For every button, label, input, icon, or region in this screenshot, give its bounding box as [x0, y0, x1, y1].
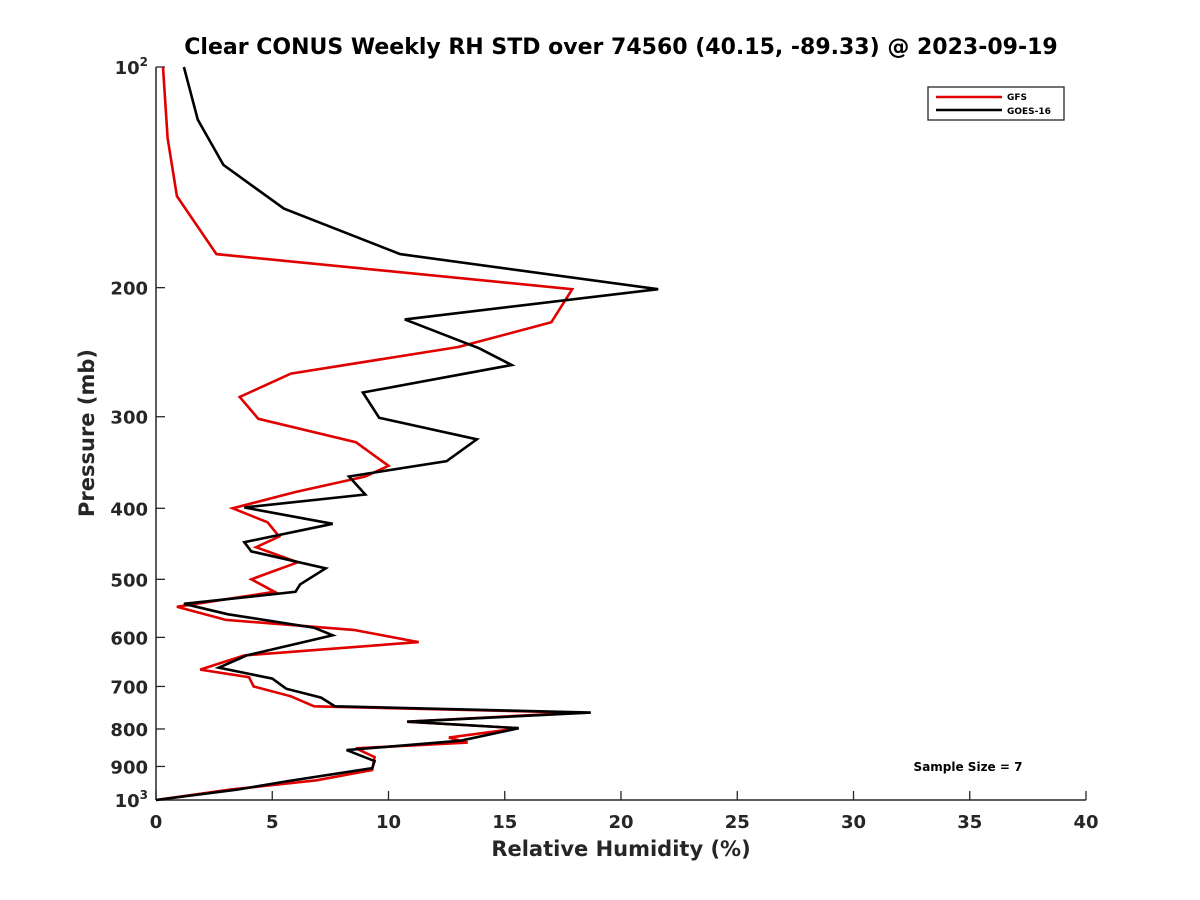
x-tick-label: 30	[841, 812, 866, 833]
y-tick-label: 900	[110, 757, 148, 778]
x-axis-ticks: 0 5 10 15 20 25 30 35 40	[150, 791, 1099, 833]
y-tick-label: 200	[110, 279, 148, 300]
legend-label-goes16: GOES-16	[1007, 107, 1051, 117]
series-layer	[155, 66, 659, 802]
legend-label-gfs: GFS	[1007, 93, 1027, 103]
sample-size-annotation: Sample Size = 7	[914, 760, 1023, 774]
plot-area: 0 5 10 15 20 25 30 35 40 102 200 300 400 500 600 700 80…	[110, 55, 1098, 833]
y-tick-label: 500	[110, 570, 148, 591]
x-tick-label: 25	[725, 812, 750, 833]
y-axis-ticks: 102 200 300 400 500 600 700 800 900 103	[110, 55, 165, 812]
x-tick-label: 5	[266, 812, 279, 833]
x-tick-label: 20	[608, 812, 633, 833]
y-tick-label: 700	[110, 677, 148, 698]
y-tick-label: 800	[110, 720, 148, 741]
legend-box	[927, 86, 1065, 121]
y-axis-label: Pressure (mb)	[75, 349, 99, 517]
chart-title: Clear CONUS Weekly RH STD over 74560 (40…	[184, 35, 1057, 60]
x-axis-label: Relative Humidity (%)	[491, 837, 750, 861]
x-tick-label: 10	[376, 812, 401, 833]
y-tick-label: 102	[115, 55, 148, 79]
y-tick-label: 600	[110, 628, 148, 649]
y-tick-label: 300	[110, 408, 148, 429]
x-tick-label: 15	[492, 812, 517, 833]
x-tick-label: 40	[1073, 812, 1098, 833]
series-line-goes16	[155, 66, 659, 802]
x-tick-label: 0	[150, 812, 163, 833]
y-tick-label: 103	[115, 788, 148, 812]
legend: GFS GOES-16	[927, 86, 1065, 121]
x-tick-label: 35	[957, 812, 982, 833]
y-tick-label: 400	[110, 499, 148, 520]
